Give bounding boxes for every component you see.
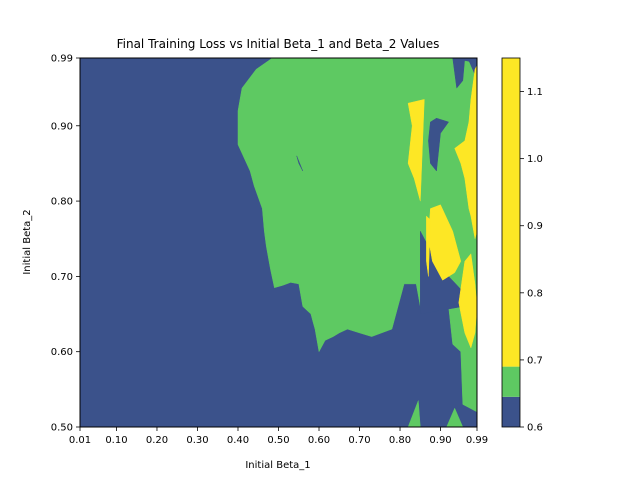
y-tick-label: 0.60	[51, 347, 73, 358]
x-tick-label: 0.20	[146, 435, 168, 446]
x-axis-label: Initial Beta_1	[245, 460, 310, 471]
colorbar-tick-label: 0.7	[527, 355, 543, 366]
x-tick-label: 0.60	[308, 435, 330, 446]
colorbar: 0.6 0.7 0.8 0.9 1.0 1.1	[501, 57, 543, 434]
contour-region-high-3-2	[426, 215, 431, 277]
colorbar-segment	[502, 58, 520, 367]
colorbar-segment	[502, 366, 520, 397]
colorbar-frame	[501, 57, 521, 428]
y-tick-label: 0.70	[51, 272, 73, 283]
contour-region-mid-1-2	[446, 407, 464, 427]
x-tick-label: 0.99	[466, 435, 488, 446]
colorbar-tick-label: 1.0	[527, 154, 543, 165]
x-tick-label: 0.30	[186, 435, 208, 446]
contour-region-high-3-0	[407, 99, 425, 202]
contour-region-high-3-3	[454, 65, 477, 239]
y-tick-label: 0.99	[51, 54, 73, 65]
y-tick-label: 0.80	[51, 197, 73, 208]
contour-region-low-2-3	[452, 58, 466, 89]
x-tick-label: 0.80	[389, 435, 411, 446]
y-axis: 0.50 0.60 0.70 0.80 0.90 0.99	[51, 54, 80, 434]
colorbar-tick-label: 1.1	[527, 87, 543, 98]
x-tick-label: 0.40	[227, 435, 249, 446]
chart-title: Final Training Loss vs Initial Beta_1 an…	[117, 37, 440, 51]
contour-region-low-2-2	[428, 117, 450, 172]
y-tick-label: 0.50	[51, 423, 73, 434]
x-tick-label: 0.10	[105, 435, 127, 446]
x-tick-label: 0.70	[348, 435, 370, 446]
contour-region-mid-1-1	[407, 400, 421, 427]
plot-area	[80, 58, 477, 427]
x-tick-label: 0.90	[429, 435, 451, 446]
x-axis: 0.01 0.10 0.20 0.30 0.40 0.50 0.60 0.70 0.80 0.90…	[69, 427, 488, 446]
contour-region-high-3-4	[458, 253, 477, 349]
y-axis-label: Initial Beta_2	[22, 209, 33, 274]
contour-region-low-2-1	[296, 155, 304, 172]
x-tick-label: 0.50	[267, 435, 289, 446]
contour-region-high-3-1	[428, 204, 462, 281]
x-tick-label: 0.01	[69, 435, 91, 446]
colorbar-tick-label: 0.9	[527, 221, 543, 232]
colorbar-tick-label: 0.8	[527, 288, 543, 299]
colorbar-segment	[502, 396, 520, 427]
colorbar-tick-label: 0.6	[527, 423, 543, 434]
y-tick-label: 0.90	[51, 121, 73, 132]
